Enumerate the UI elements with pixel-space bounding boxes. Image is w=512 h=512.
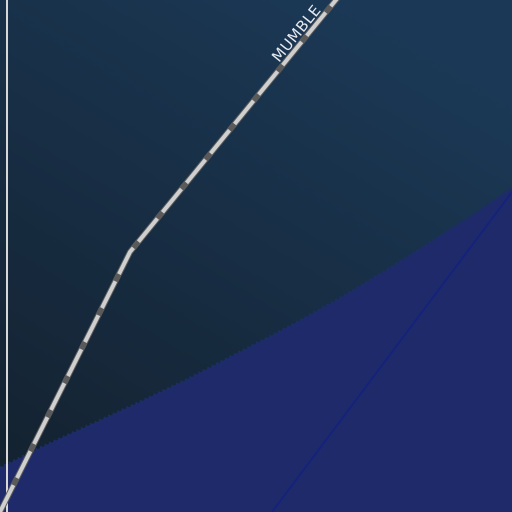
road-line[interactable] <box>0 0 340 512</box>
water-shoreline <box>0 186 512 470</box>
river-line[interactable] <box>271 191 512 512</box>
water-body[interactable] <box>0 188 512 512</box>
